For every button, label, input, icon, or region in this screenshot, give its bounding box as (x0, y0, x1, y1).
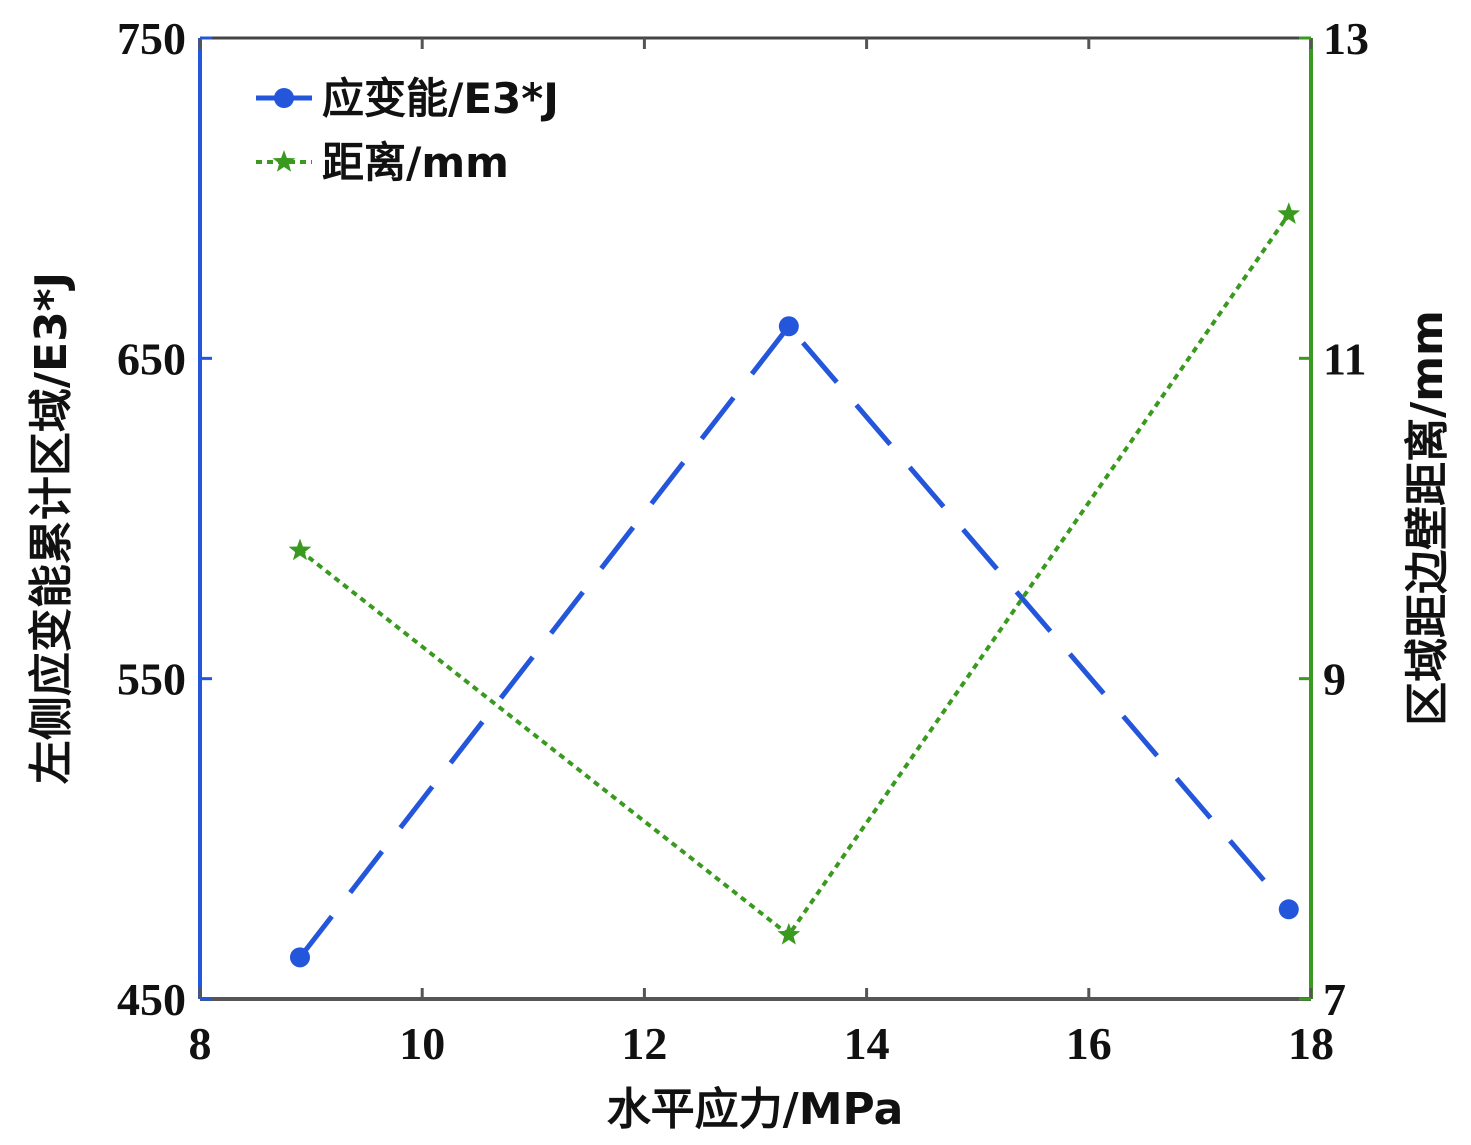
x-tick-label: 18 (1288, 1018, 1334, 1069)
y-axis-right-title: 区域距边壁距离/mm (1402, 310, 1453, 726)
legend: 应变能/E3*J 距离/mm (256, 74, 559, 187)
x-tick-label: 12 (621, 1018, 667, 1069)
data-point (1277, 202, 1301, 224)
x-tick-label: 10 (399, 1018, 445, 1069)
data-point (1278, 899, 1299, 920)
y-left-tick-label: 450 (117, 974, 186, 1025)
ticks: 8 10 12 14 16 18 450 550 650 750 7 9 11 13 (117, 13, 1369, 1069)
legend-item: 应变能/E3*J (256, 74, 559, 123)
y-left-tick-label: 650 (117, 333, 186, 384)
series-line (298, 322, 1291, 959)
y-left-tick-label: 550 (117, 654, 186, 705)
y-axis-left-title: 左侧应变能累计区域/E3*J (26, 272, 77, 784)
series-2 (288, 202, 1301, 945)
legend-marker (272, 150, 296, 172)
legend-item: 距离/mm (256, 138, 509, 187)
axes (198, 36, 1313, 1001)
data-point (288, 538, 312, 561)
data-point (778, 316, 799, 337)
x-tick-label: 14 (844, 1018, 890, 1069)
y-left-tick-label: 750 (117, 13, 186, 64)
y-right-tick-label: 9 (1323, 654, 1346, 705)
data-point (289, 947, 310, 968)
x-tick-label: 16 (1066, 1018, 1112, 1069)
series-1 (289, 316, 1299, 968)
legend-label: 距离/mm (322, 138, 509, 187)
x-tick-label: 8 (189, 1018, 212, 1069)
series-layer (288, 202, 1301, 968)
data-point (777, 922, 801, 945)
legend-marker (274, 88, 294, 108)
y-right-tick-label: 13 (1323, 13, 1369, 64)
legend-label: 应变能/E3*J (322, 74, 559, 123)
y-right-tick-label: 7 (1323, 974, 1346, 1025)
y-right-tick-label: 11 (1323, 333, 1366, 384)
x-axis-title: 水平应力/MPa (607, 1084, 904, 1135)
